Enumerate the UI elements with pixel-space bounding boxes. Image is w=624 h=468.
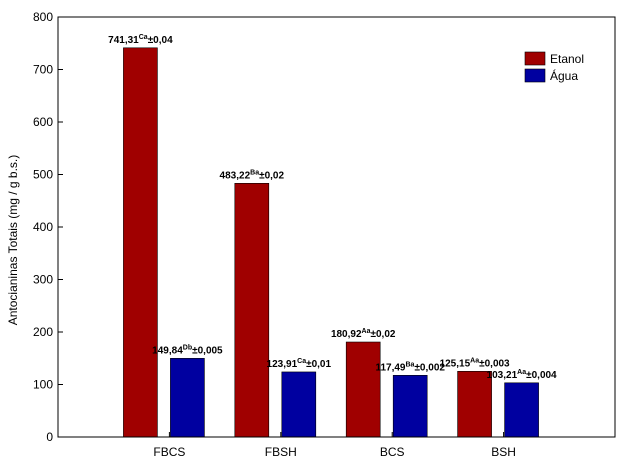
legend-label: Água — [550, 68, 578, 83]
bar-água-fbcs — [170, 358, 205, 438]
y-tick-label: 700 — [33, 63, 53, 77]
data-label: 483,22Ba±0,02 — [220, 169, 285, 181]
legend-label: Etanol — [550, 52, 584, 66]
data-label: 117,49Ba±0,002 — [375, 361, 445, 373]
y-tick-label: 500 — [33, 168, 53, 182]
bar-etanol-bsh — [457, 370, 492, 438]
legend-swatch-água — [524, 68, 546, 83]
bar-água-fbsh — [281, 371, 317, 438]
y-tick-label: 0 — [46, 430, 53, 444]
bar-água-bcs — [392, 375, 428, 438]
bar-etanol-fbsh — [234, 183, 270, 438]
x-tick-label: FBSH — [265, 445, 297, 459]
y-tick-label: 800 — [33, 10, 53, 24]
bar-etanol-fbcs — [123, 47, 158, 438]
data-label: 741,31Ca±0,04 — [108, 34, 173, 46]
data-label: 180,92Aa±0,02 — [331, 328, 396, 340]
x-tick-label: FBCS — [153, 445, 185, 459]
x-tick-label: BCS — [380, 445, 405, 459]
y-tick-label: 300 — [33, 273, 53, 287]
plot-frame — [57, 16, 616, 438]
legend-swatch-etanol — [524, 51, 546, 66]
x-tick-label: BSH — [491, 445, 516, 459]
y-tick-label: 100 — [33, 378, 53, 392]
data-label: 123,91Ca±0,01 — [267, 358, 332, 370]
y-tick-label: 400 — [33, 220, 53, 234]
data-label: 103,21Aa±0,004 — [487, 369, 557, 381]
y-tick-label: 200 — [33, 325, 53, 339]
bar-etanol-bcs — [345, 341, 381, 438]
data-label: 125,15Aa±0,003 — [440, 357, 510, 369]
bar-água-bsh — [504, 382, 539, 438]
y-axis-label: Antocianinas Totais (mg / g b.s.) — [6, 155, 20, 326]
data-label: 149,84Db±0,005 — [152, 344, 223, 356]
y-tick-label: 600 — [33, 115, 53, 129]
